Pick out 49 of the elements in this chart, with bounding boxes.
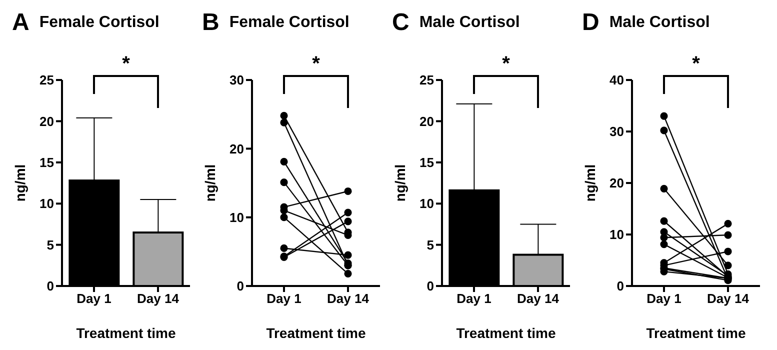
y-tick-label: 15 xyxy=(420,155,434,170)
y-tick-label: 0 xyxy=(616,278,624,294)
y-tick-label: 10 xyxy=(40,196,54,212)
chart-title: Female Cortisol xyxy=(39,14,160,32)
text: * xyxy=(312,53,320,75)
y-tick-label: 5 xyxy=(426,237,434,252)
x-axis-title: Treatment time xyxy=(76,325,176,341)
y-tick-label: 15 xyxy=(40,155,54,170)
x-axis-title: Treatment time xyxy=(266,325,366,341)
y-axis-title: ng/ml xyxy=(392,164,408,202)
y-tick-label: 40 xyxy=(610,72,624,88)
y-tick-label: 10 xyxy=(610,227,624,242)
chart-title: Male Cortisol xyxy=(609,14,710,32)
y-tick-label: 20 xyxy=(230,141,244,156)
text: D xyxy=(582,9,600,37)
x-tick-label: Day 1 xyxy=(76,291,112,306)
y-tick-label: 0 xyxy=(426,278,434,294)
y-tick-label: 30 xyxy=(230,72,244,88)
y-axis-title: ng/ml xyxy=(12,164,28,202)
x-axis-title: Treatment time xyxy=(456,325,556,341)
y-tick-label: 30 xyxy=(610,124,624,140)
y-tick-label: 5 xyxy=(46,237,54,252)
y-tick-label: 10 xyxy=(420,196,434,212)
y-axis-title: ng/ml xyxy=(582,164,598,202)
text: * xyxy=(502,53,510,75)
chart-title: Male Cortisol xyxy=(419,14,520,32)
text: C xyxy=(392,9,410,37)
x-tick-label: Day 1 xyxy=(266,291,302,306)
x-axis-title: Treatment time xyxy=(646,325,746,341)
y-tick-label: 0 xyxy=(236,278,244,294)
chart-title: Female Cortisol xyxy=(229,14,350,32)
y-tick-label: 25 xyxy=(40,72,54,88)
y-tick-label: 20 xyxy=(420,114,434,129)
y-axis-title: ng/ml xyxy=(202,164,218,202)
y-tick-label: 10 xyxy=(230,210,244,225)
x-tick-label: Day 14 xyxy=(707,291,750,306)
text: B xyxy=(202,9,220,37)
x-tick-label: Day 1 xyxy=(646,291,682,306)
x-tick-label: Day 1 xyxy=(456,291,492,306)
x-tick-label: Day 14 xyxy=(517,291,560,306)
x-tick-label: Day 14 xyxy=(137,291,180,306)
x-tick-label: Day 14 xyxy=(327,291,370,306)
text: * xyxy=(692,53,700,75)
y-tick-label: 25 xyxy=(420,72,434,88)
text: * xyxy=(122,53,130,75)
y-tick-label: 20 xyxy=(40,114,54,129)
y-tick-label: 20 xyxy=(610,176,624,191)
y-tick-label: 0 xyxy=(46,278,54,294)
text: A xyxy=(12,9,30,37)
